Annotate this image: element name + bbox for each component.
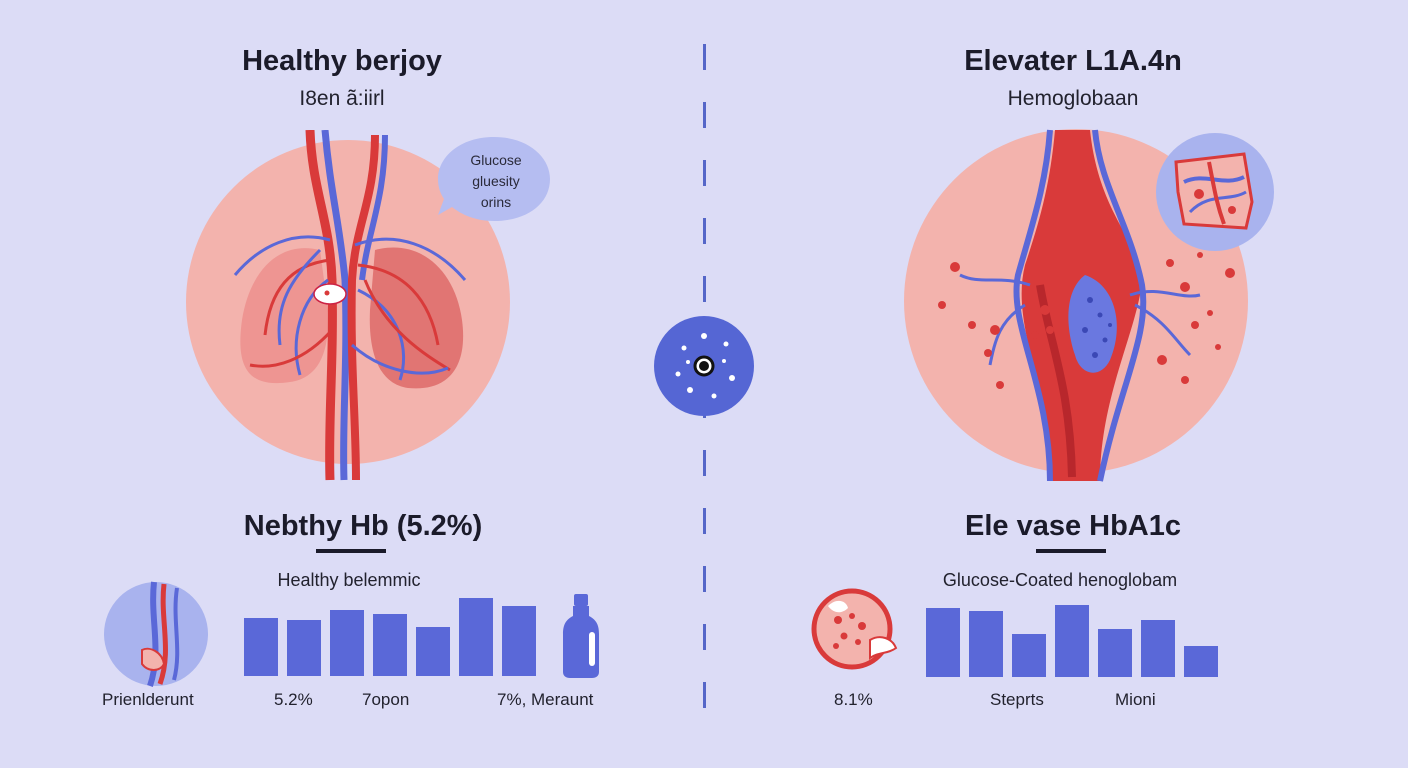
blood-sample-icon [811,588,898,670]
bubble-line-1: Glucose [470,152,522,168]
left-bar [244,618,278,676]
vein [321,130,350,481]
left-bar [373,614,407,676]
left-heading: Nebthy Hb (5.2%) [243,510,483,542]
right-bar [1184,646,1218,677]
right-bar [926,608,960,677]
artery [305,130,337,481]
left-bar [330,610,364,676]
right-title: Elevater L1A.4n [964,45,1182,77]
right-lung [369,247,464,389]
left-label-b: 5.2% [274,690,313,709]
vein-right [359,134,388,281]
artery-right [347,134,379,481]
tissue-icon [1156,133,1274,251]
vessel-icon [104,581,208,687]
left-label-c: 7opon [362,690,410,709]
right-bar [1055,605,1089,677]
plaque [1068,275,1117,373]
left-heading-underline [316,549,386,553]
right-subtitle: Hemoglobaan [1007,87,1139,110]
left-lung [240,248,329,384]
right-heading-underline [1036,549,1106,553]
right-bar-chart [926,605,1220,677]
left-bar [287,620,321,676]
center-molecule-badge [654,316,754,416]
healthy-vessels-illustration [186,130,510,481]
right-caption: Glucose-Coated henoglobam [942,570,1178,590]
left-label-a: Prienlderunt [102,690,194,709]
right-label-b: Steprts [990,690,1044,709]
left-bar [502,606,536,676]
glucose-bubble: Glucose gluesity orins [446,150,546,213]
left-bar [459,598,493,676]
right-label-a: 8.1% [834,690,873,709]
bottle-icon [563,594,599,678]
right-bar [1141,620,1175,677]
left-title: Healthy berjoy [242,45,442,77]
glucose-bubble-shape [438,137,550,221]
left-bar [416,627,450,676]
right-heading: Ele vase HbA1c [964,510,1181,542]
right-bar [1012,634,1046,677]
right-label-c: Mioni [1115,690,1156,709]
left-bar-chart [244,598,540,676]
right-bar [1098,629,1132,677]
right-bar [969,611,1003,677]
bubble-line-2: gluesity [472,173,520,189]
bubble-line-3: orins [480,194,512,210]
left-label-d: 7%, Meraunt [497,690,594,709]
blood-cell [313,283,347,305]
left-caption: Healthy belemmic [277,570,421,590]
left-subtitle: I8en ã:iirl [299,87,385,110]
